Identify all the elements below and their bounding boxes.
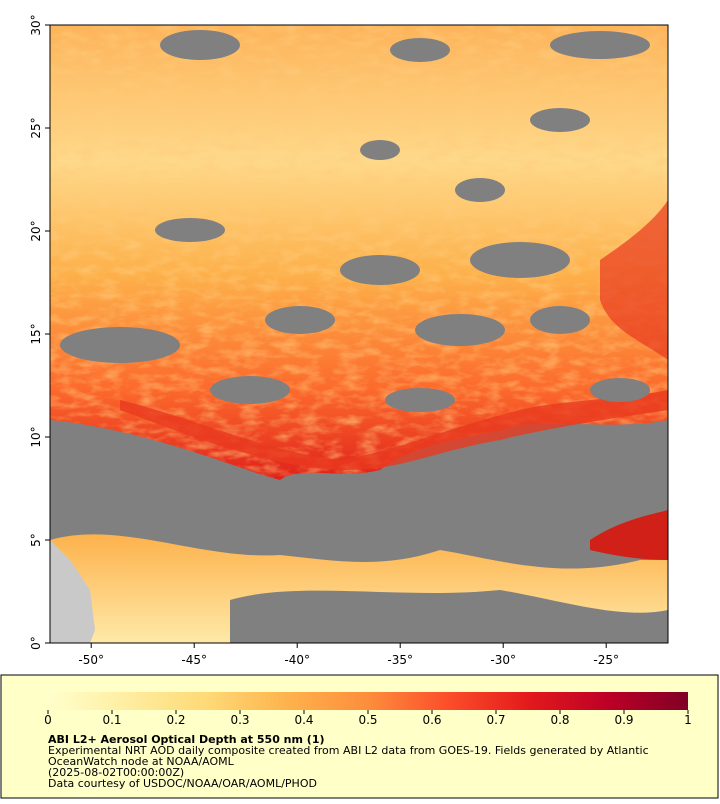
y-tick-label: 5° [29,533,43,547]
y-tick-label: 10° [29,426,43,447]
x-tick-label: -40° [284,653,310,667]
y-tick-label: 30° [29,14,43,35]
x-tick-label: -25° [593,653,619,667]
x-tick-label: -35° [387,653,413,667]
colorbar-tick-label: 0.6 [422,713,441,727]
caption-line: OceanWatch node at NOAA/AOML [48,755,235,768]
x-tick-label: -45° [181,653,207,667]
x-tick-label: -30° [490,653,516,667]
colorbar-tick-label: 0.1 [102,713,121,727]
caption-line: Data courtesy of USDOC/NOAA/OAR/AOML/PHO… [48,777,317,790]
y-tick-label: 15° [29,323,43,344]
colorbar-tick-label: 0.3 [230,713,249,727]
map-raster [50,25,668,643]
colorbar-tick-label: 0.9 [614,713,633,727]
x-tick-label: -50° [78,653,104,667]
y-tick-label: 20° [29,220,43,241]
colorbar [48,692,688,710]
colorbar-tick-label: 0.8 [550,713,569,727]
colorbar-tick-label: 0 [44,713,52,727]
caption-line: (2025-08-02T00:00:00Z) [48,766,184,779]
colorbar-tick-label: 0.5 [358,713,377,727]
y-tick-label: 25° [29,117,43,138]
colorbar-tick-label: 0.4 [294,713,313,727]
caption-line: Experimental NRT AOD daily composite cre… [48,744,649,757]
colorbar-tick-label: 0.2 [166,713,185,727]
y-tick-label: 0° [29,636,43,650]
colorbar-tick-label: 1 [684,713,692,727]
colorbar-tick-label: 0.7 [486,713,505,727]
caption-title: ABI L2+ Aerosol Optical Depth at 550 nm … [48,733,325,746]
